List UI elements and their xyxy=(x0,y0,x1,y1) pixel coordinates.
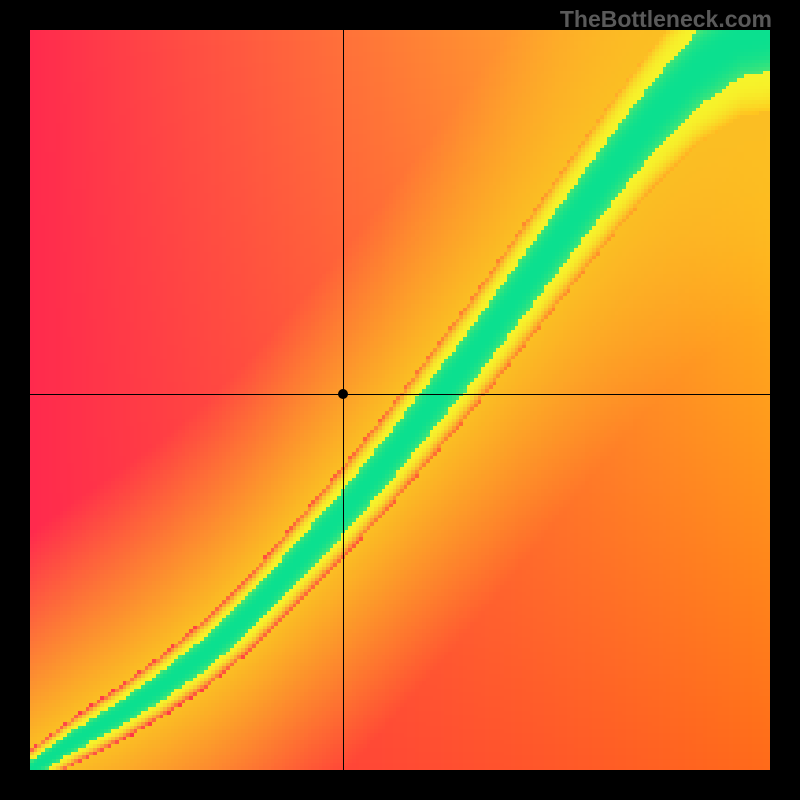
chart-container: TheBottleneck.com xyxy=(0,0,800,800)
bottleneck-heatmap xyxy=(30,30,770,770)
watermark-text: TheBottleneck.com xyxy=(560,6,772,33)
